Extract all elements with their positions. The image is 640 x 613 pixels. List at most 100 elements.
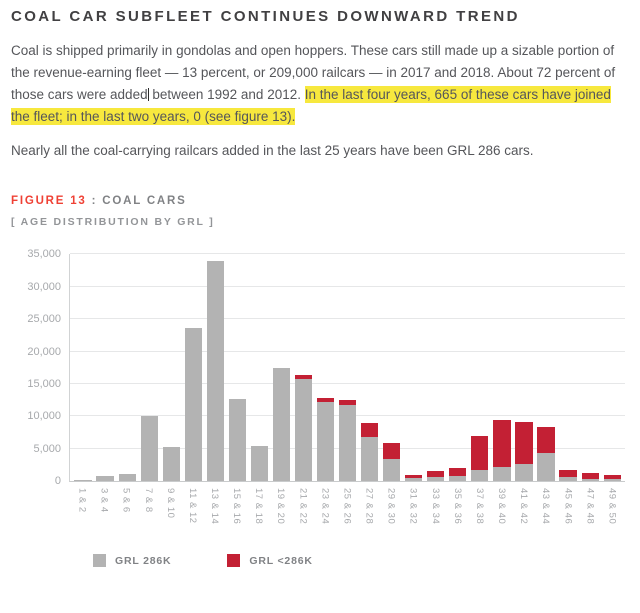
x-axis-tick: 7 & 8 (137, 488, 159, 540)
y-axis-tick-label: 20,000 (27, 345, 61, 358)
bar-grl-286k (184, 327, 202, 482)
gridline (70, 350, 625, 352)
legend-item: GRL <286K (227, 554, 313, 568)
bar-grl-lt-286k (294, 374, 313, 379)
bar-group (270, 254, 292, 482)
text-cursor (147, 87, 149, 101)
x-axis-tick-label: 15 & 16 (231, 488, 243, 525)
x-axis-tick-label: 11 & 12 (186, 488, 198, 524)
y-axis-tick-label: 10,000 (27, 410, 61, 423)
x-axis-tick: 41 & 42 (513, 488, 535, 540)
bar-grl-286k (515, 463, 533, 482)
bar-group (160, 254, 182, 482)
bar-grl-lt-286k (581, 472, 599, 479)
gridline (70, 318, 625, 320)
x-axis-tick: 31 & 32 (402, 488, 424, 540)
y-axis-tick-label: 15,000 (27, 378, 61, 391)
bar-grl-286k (449, 476, 467, 482)
x-axis-tick: 19 & 20 (270, 488, 292, 540)
x-axis-tick: 29 & 30 (380, 488, 402, 540)
x-axis-tick: 11 & 12 (181, 488, 203, 540)
bar-grl-286k (471, 469, 489, 482)
chart-legend: GRL 286K GRL <286K (93, 554, 625, 568)
y-axis-tick-label: 0 (54, 475, 61, 488)
bar-group (226, 254, 248, 482)
bar-group (381, 254, 403, 482)
bar-group (425, 254, 447, 482)
bar-grl-286k (316, 401, 335, 482)
bar-group (94, 254, 116, 482)
bar-group (535, 254, 557, 482)
bar-group (579, 254, 601, 482)
bar-grl-286k (294, 378, 313, 482)
x-axis-tick-label: 1 & 2 (76, 488, 88, 513)
legend-swatch-gray (93, 554, 106, 568)
bar-grl-286k (427, 476, 445, 482)
x-axis-tick-label: 3 & 4 (98, 488, 110, 513)
x-axis-tick-label: 49 & 50 (606, 488, 618, 525)
y-axis-tick-label: 35,000 (27, 248, 61, 261)
bar-grl-286k (272, 367, 291, 482)
x-axis-tick-label: 27 & 28 (363, 488, 375, 525)
x-axis-tick-label: 7 & 8 (142, 488, 154, 513)
bar-grl-lt-286k (405, 474, 423, 479)
bar-grl-lt-286k (559, 470, 577, 478)
legend-label: GRL 286K (115, 554, 172, 567)
bar-group (403, 254, 425, 482)
bar-group (447, 254, 469, 482)
legend-item: GRL 286K (93, 554, 172, 568)
bar-grl-286k (493, 467, 511, 482)
gridline (70, 383, 625, 385)
x-axis-tick: 17 & 18 (248, 488, 270, 540)
bar-grl-286k (383, 459, 401, 482)
chart-bars (70, 254, 625, 482)
x-axis-tick-label: 21 & 22 (297, 488, 309, 525)
bar-group (204, 254, 226, 482)
bar-group (337, 254, 359, 482)
x-axis-tick-label: 35 & 36 (451, 488, 463, 525)
x-axis-tick-label: 29 & 30 (385, 488, 397, 525)
x-axis-tick: 15 & 16 (226, 488, 248, 540)
x-axis-tick: 9 & 10 (159, 488, 181, 540)
bar-grl-lt-286k (361, 422, 379, 438)
bar-grl-286k (361, 437, 379, 482)
legend-label: GRL <286K (249, 554, 313, 567)
bar-group (248, 254, 270, 482)
bar-group (138, 254, 160, 482)
bar-grl-286k (228, 398, 246, 482)
bar-grl-286k (74, 480, 92, 482)
paragraph-text: between 1992 and 2012. (148, 86, 305, 102)
bar-grl-286k (118, 474, 136, 482)
bar-grl-286k (603, 479, 621, 482)
report-page: COAL CAR SUBFLEET CONTINUES DOWNWARD TRE… (11, 8, 629, 568)
bar-grl-lt-286k (449, 468, 467, 477)
x-axis-tick: 13 & 14 (203, 488, 225, 540)
bar-grl-lt-286k (603, 474, 621, 480)
x-axis-tick-label: 25 & 26 (341, 488, 353, 525)
legend-swatch-red (227, 554, 241, 568)
paragraph-coal-overview: Coal is shipped primarily in gondolas an… (11, 40, 629, 127)
x-axis-tick-label: 37 & 38 (473, 488, 485, 525)
bar-grl-lt-286k (316, 398, 335, 402)
x-axis-tick-label: 17 & 18 (253, 488, 265, 525)
y-axis-tick-label: 5,000 (33, 442, 61, 455)
bar-grl-286k (405, 478, 423, 482)
x-axis-tick: 23 & 24 (314, 488, 336, 540)
x-axis-tick: 5 & 6 (115, 488, 137, 540)
bar-grl-286k (537, 453, 555, 482)
bar-grl-286k (140, 416, 158, 482)
x-axis-tick-label: 23 & 24 (319, 488, 331, 525)
figure-separator: : (86, 195, 103, 208)
bar-group (601, 254, 623, 482)
bar-grl-lt-286k (427, 470, 445, 477)
x-axis-tick-label: 31 & 32 (407, 488, 419, 525)
coal-cars-chart: 0 5,000 10,000 15,000 20,000 25,000 30,000 35,0… (11, 248, 629, 568)
figure-caption: FIGURE 13 : COAL CARS (11, 195, 629, 207)
figure-label: FIGURE 13 (11, 195, 87, 208)
x-axis-tick: 27 & 28 (358, 488, 380, 540)
x-axis-tick-label: 33 & 34 (429, 488, 441, 525)
bar-grl-286k (581, 478, 599, 482)
bar-grl-286k (250, 445, 268, 482)
bar-grl-286k (96, 476, 114, 482)
x-axis-tick: 37 & 38 (468, 488, 490, 540)
